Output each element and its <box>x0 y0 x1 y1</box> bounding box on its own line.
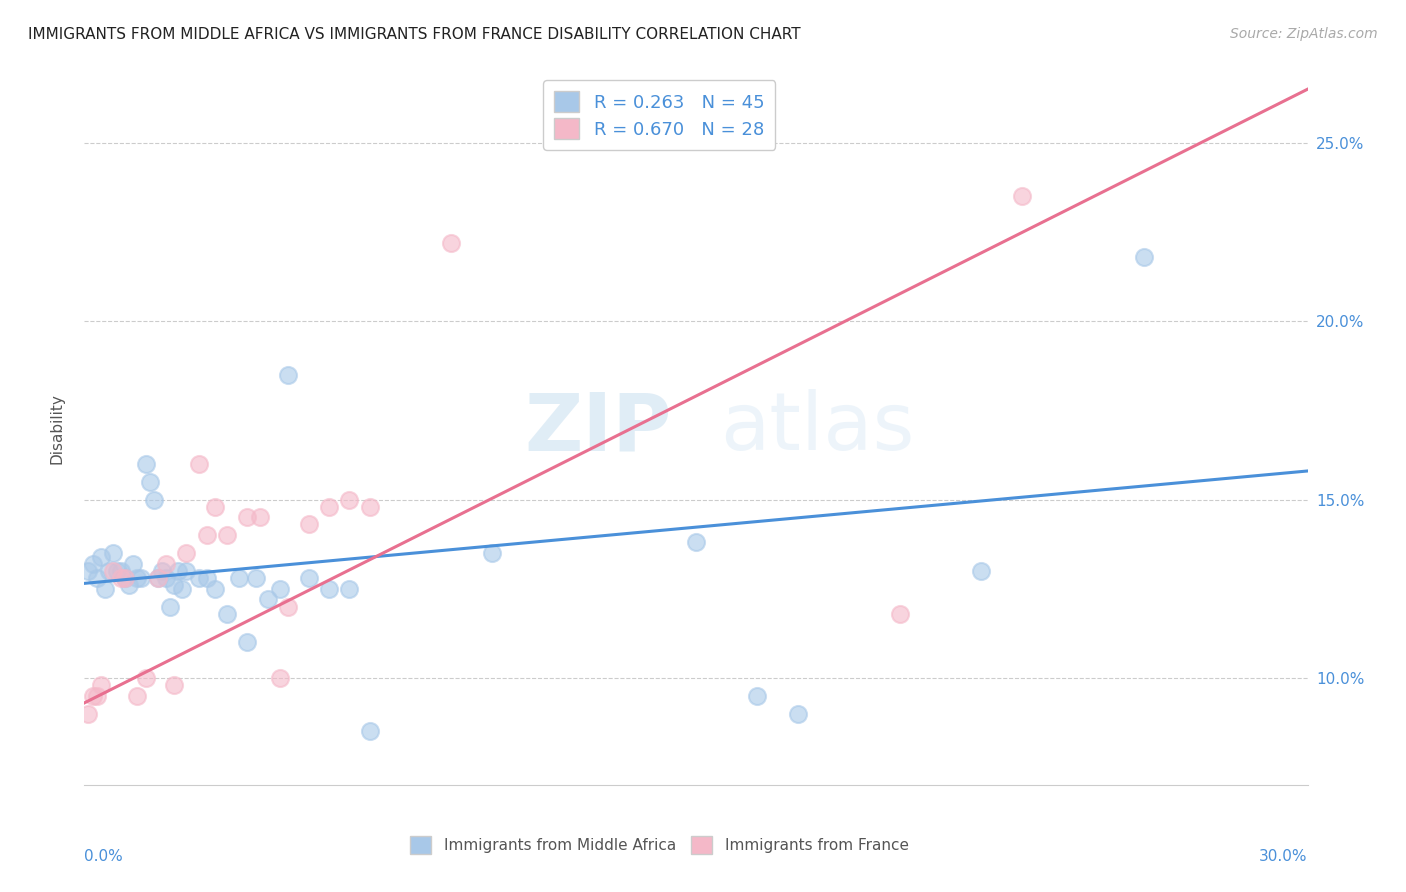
Point <box>249 510 271 524</box>
Point <box>1133 250 1156 264</box>
Point <box>187 457 209 471</box>
Point <box>163 578 186 592</box>
Point <box>318 582 340 596</box>
Point <box>359 500 381 514</box>
Point <box>122 557 145 571</box>
Point <box>187 571 209 585</box>
Point <box>114 571 136 585</box>
Point <box>146 571 169 585</box>
Text: IMMIGRANTS FROM MIDDLE AFRICA VS IMMIGRANTS FROM FRANCE DISABILITY CORRELATION C: IMMIGRANTS FROM MIDDLE AFRICA VS IMMIGRA… <box>28 27 801 42</box>
Text: 0.0%: 0.0% <box>84 849 124 863</box>
Point <box>236 510 259 524</box>
Legend: Immigrants from Middle Africa, Immigrants from France: Immigrants from Middle Africa, Immigrant… <box>401 827 918 863</box>
Point <box>118 578 141 592</box>
Y-axis label: Disability: Disability <box>51 392 65 464</box>
Point <box>86 571 108 585</box>
Point <box>359 724 381 739</box>
Point <box>236 635 259 649</box>
Point <box>93 582 117 596</box>
Point <box>204 500 226 514</box>
Point <box>101 564 124 578</box>
Point <box>105 564 128 578</box>
Text: atlas: atlas <box>720 389 915 467</box>
Point <box>138 475 160 489</box>
Point <box>217 607 239 621</box>
Point <box>86 689 108 703</box>
Point <box>228 571 250 585</box>
Point <box>155 571 177 585</box>
Point <box>90 549 112 564</box>
Text: 30.0%: 30.0% <box>1260 849 1308 863</box>
Point <box>110 564 132 578</box>
Point <box>150 564 173 578</box>
Point <box>97 564 120 578</box>
Point <box>204 582 226 596</box>
Point <box>217 528 239 542</box>
Point <box>245 571 267 585</box>
Point <box>77 564 100 578</box>
Point <box>339 492 361 507</box>
Point <box>131 571 153 585</box>
Point <box>167 564 190 578</box>
Point <box>195 571 218 585</box>
Point <box>277 368 299 382</box>
Point <box>176 564 198 578</box>
Point <box>77 706 100 721</box>
Point <box>142 492 165 507</box>
Point <box>135 671 157 685</box>
Point <box>339 582 361 596</box>
Point <box>82 557 104 571</box>
Point <box>110 571 132 585</box>
Point <box>90 678 112 692</box>
Point <box>685 535 707 549</box>
Point <box>146 571 169 585</box>
Point <box>787 706 810 721</box>
Point <box>298 517 321 532</box>
Point <box>970 564 993 578</box>
Point <box>101 546 124 560</box>
Point <box>257 592 280 607</box>
Point <box>277 599 299 614</box>
Text: ZIP: ZIP <box>524 389 672 467</box>
Point <box>159 599 181 614</box>
Point <box>747 689 769 703</box>
Point <box>269 582 291 596</box>
Text: Source: ZipAtlas.com: Source: ZipAtlas.com <box>1230 27 1378 41</box>
Point <box>481 546 503 560</box>
Point <box>889 607 911 621</box>
Point <box>172 582 194 596</box>
Point <box>163 678 186 692</box>
Point <box>1011 189 1033 203</box>
Point <box>155 557 177 571</box>
Point <box>127 689 149 703</box>
Point <box>195 528 218 542</box>
Point <box>269 671 291 685</box>
Point <box>135 457 157 471</box>
Point <box>298 571 321 585</box>
Point <box>440 235 463 250</box>
Point <box>176 546 198 560</box>
Point <box>318 500 340 514</box>
Point <box>114 571 136 585</box>
Point <box>127 571 149 585</box>
Point <box>82 689 104 703</box>
